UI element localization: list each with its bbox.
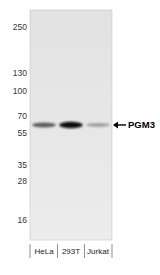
lane-divider — [57, 244, 58, 258]
lane-label: HeLa — [34, 247, 54, 256]
marker-label: 28 — [18, 176, 28, 186]
figure: 250 130 100 70 55 35 28 16 PGM3 HeLa 293T Jurkat — [0, 0, 160, 275]
arrow-head — [113, 121, 118, 128]
band — [59, 122, 83, 128]
marker-label: 16 — [18, 215, 28, 225]
marker-label: 70 — [18, 111, 28, 121]
marker-label: 100 — [13, 86, 27, 96]
lane-divider — [84, 244, 85, 258]
band — [32, 122, 56, 127]
bands — [32, 122, 110, 128]
marker-label: 35 — [18, 160, 28, 170]
band — [86, 123, 110, 127]
lane-label: 293T — [62, 247, 80, 256]
target-label: PGM3 — [128, 119, 155, 130]
marker-label: 130 — [13, 68, 27, 78]
lane-label: Jurkat — [87, 247, 110, 256]
lane-divider — [30, 244, 31, 258]
lane-divider — [112, 244, 113, 258]
membrane — [30, 10, 112, 240]
marker-label: 55 — [18, 128, 28, 138]
marker-label: 250 — [13, 22, 27, 32]
